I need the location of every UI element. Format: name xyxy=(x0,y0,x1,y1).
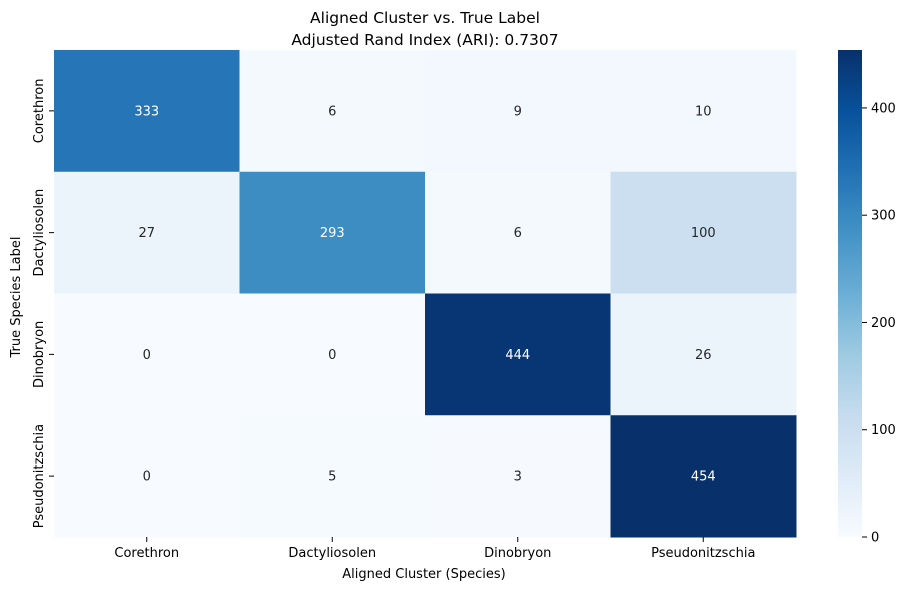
y-tick-label: Corethron xyxy=(32,79,47,144)
heatmap-cell xyxy=(54,415,240,538)
heatmap-cell xyxy=(425,415,611,538)
cell-value-label: 333 xyxy=(134,104,159,119)
cell-value-label: 5 xyxy=(328,470,336,485)
cell-value-label: 454 xyxy=(691,470,716,485)
y-tick-label: Dactyliosolen xyxy=(32,189,47,277)
cell-value-label: 0 xyxy=(143,348,151,363)
x-axis-ticks: Corethron Dactyliosolen Dinobryon Pseudonit… xyxy=(114,537,755,561)
heatmap-cell xyxy=(425,171,611,294)
y-axis-ticks: Corethron Dactyliosolen Dinobryon Pseudonit… xyxy=(32,79,54,528)
heatmap-cell xyxy=(54,293,240,416)
colorbar xyxy=(838,50,862,537)
cell-value-label: 3 xyxy=(514,470,522,485)
heatmap-cell xyxy=(425,293,611,416)
heatmap-cell xyxy=(425,50,611,173)
heatmap-cells xyxy=(54,50,797,538)
x-tick-label: Dinobryon xyxy=(484,546,551,561)
cell-value-label: 10 xyxy=(695,104,712,119)
cell-value-label: 26 xyxy=(695,348,712,363)
y-tick-label: Dinobryon xyxy=(32,321,47,388)
y-axis-label: True Species Label xyxy=(9,237,24,359)
x-axis-label: Aligned Cluster (Species) xyxy=(342,567,505,582)
colorbar-ticks: 0 100 200 300 400 xyxy=(862,101,896,546)
colorbar-tick-label: 300 xyxy=(871,209,896,224)
chart-subtitle: Adjusted Rand Index (ARI): 0.7307 xyxy=(291,31,558,49)
heatmap-cell xyxy=(610,415,797,538)
x-tick-label: Dactyliosolen xyxy=(288,546,376,561)
cell-value-label: 6 xyxy=(328,104,336,119)
heatmap-cell xyxy=(239,50,426,173)
x-tick-label: Pseudonitzschia xyxy=(651,546,755,561)
chart-title: Aligned Cluster vs. True Label xyxy=(310,9,540,27)
x-tick-label: Corethron xyxy=(114,546,179,561)
heatmap-cell xyxy=(610,171,797,294)
colorbar-tick-label: 400 xyxy=(871,101,896,116)
heatmap-cell xyxy=(239,293,426,416)
heatmap-cell xyxy=(54,50,240,173)
cell-value-label: 6 xyxy=(514,226,522,241)
cell-value-label: 0 xyxy=(143,470,151,485)
colorbar-tick-label: 200 xyxy=(871,316,896,331)
colorbar-tick-label: 0 xyxy=(871,531,879,546)
cell-value-label: 9 xyxy=(514,104,522,119)
cell-value-label: 27 xyxy=(138,226,155,241)
heatmap-cell xyxy=(610,50,797,173)
heatmap-cell xyxy=(54,171,240,294)
cell-value-label: 444 xyxy=(505,348,530,363)
y-tick-label: Pseudonitzschia xyxy=(32,424,47,528)
colorbar-tick-label: 100 xyxy=(871,423,896,438)
cell-value-label: 293 xyxy=(320,226,345,241)
heatmap-cell-labels: 333 6 9 10 27 293 6 100 0 0 444 26 0 5 3 454 xyxy=(134,104,715,484)
heatmap-cell xyxy=(239,171,426,294)
heatmap-cell xyxy=(239,415,426,538)
cell-value-label: 100 xyxy=(691,226,716,241)
heatmap-cell xyxy=(610,293,797,416)
cell-value-label: 0 xyxy=(328,348,336,363)
